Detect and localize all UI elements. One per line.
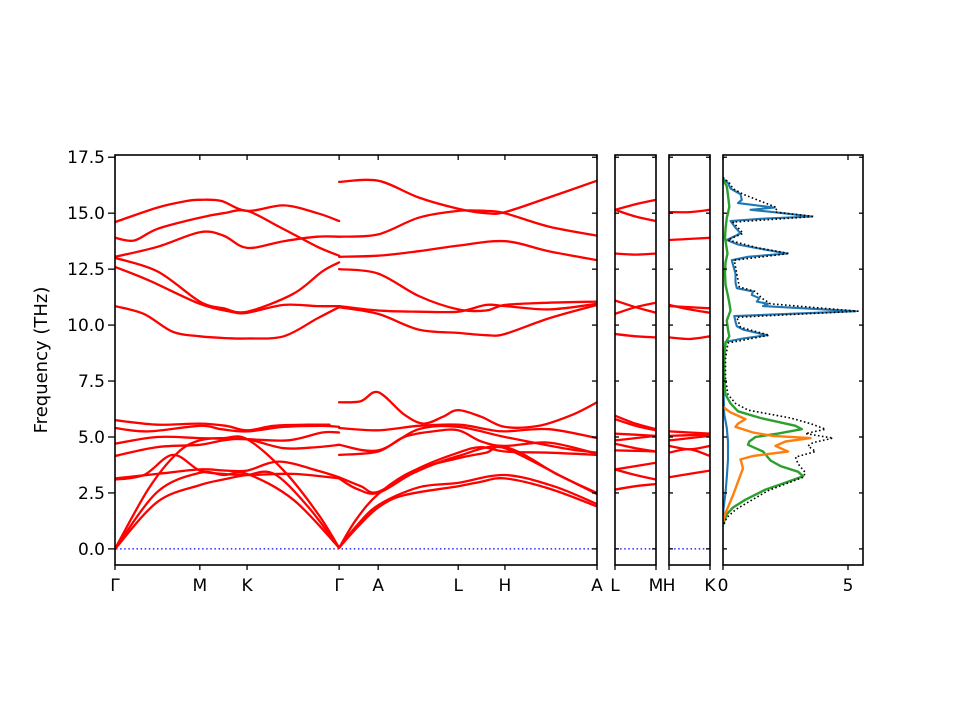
phonon-band: [115, 304, 341, 340]
x-tick-label: H: [663, 576, 676, 596]
x-tick-label: 5: [843, 576, 854, 596]
band-panel-border-lm: [614, 154, 657, 566]
phonon-band: [337, 445, 597, 494]
phonon-band: [115, 265, 341, 315]
total-dos-dotted: [723, 176, 859, 527]
phonon-band: [115, 430, 341, 445]
phonon-band: [615, 417, 656, 432]
phonon-band: [669, 434, 710, 442]
y-tick-label: 0.0: [78, 540, 105, 560]
bands-group-lm: [615, 198, 656, 491]
y-tick-label: 10.0: [67, 316, 105, 336]
x-tick-label: K: [704, 576, 716, 596]
phonon-band: [669, 430, 710, 435]
phonon-band: [115, 437, 341, 458]
phonon-band: [615, 461, 656, 471]
y-tick-label: 17.5: [67, 148, 105, 168]
phonon-band: [669, 208, 710, 214]
y-tick-label: 7.5: [78, 372, 105, 392]
phonon-band: [115, 419, 331, 432]
tick-labels-layer: 0.02.55.07.510.012.515.017.5Γ M K Γ A L H A L M H K…: [67, 148, 853, 596]
x-tick-label: A: [372, 576, 384, 596]
phonon-band: [337, 424, 597, 454]
y-tick-label: 15.0: [67, 204, 105, 224]
phonon-band: [337, 477, 597, 549]
phonon-band: [115, 470, 341, 551]
phonon-band: [337, 209, 597, 238]
phonon-band: [337, 303, 597, 337]
y-tick-label: 5.0: [78, 428, 105, 448]
y-tick-label: 2.5: [78, 484, 105, 504]
phonon-band: [669, 304, 710, 310]
phonon-band: [669, 236, 710, 242]
phonon-band: [115, 435, 341, 551]
x-tick-label: L: [610, 576, 620, 596]
phonon-band: [115, 453, 341, 481]
dos-curves-group: [723, 176, 859, 527]
phonon-band: [669, 448, 710, 458]
dos-panel-border: [722, 154, 864, 566]
phonon-band: [615, 449, 656, 453]
phonon-band: [615, 482, 656, 491]
x-tick-label: Γ: [110, 576, 120, 596]
phonon-band: [337, 473, 597, 549]
curves-layer: [115, 176, 859, 551]
phonon-band: [615, 332, 656, 339]
phonon-band: [615, 252, 656, 256]
phonon-band: [337, 445, 597, 549]
phonon-band: [115, 230, 341, 258]
phonon-band: [337, 178, 597, 215]
phonon-band: [337, 239, 597, 262]
phonon-band: [337, 445, 597, 495]
x-tick-label: K: [241, 576, 253, 596]
phonon-band: [337, 267, 597, 313]
x-tick-label: M: [192, 576, 207, 596]
phonon-band: [615, 434, 656, 442]
band-panel-border-hk: [668, 154, 711, 566]
phonon-band: [337, 423, 597, 440]
x-tick-label: 0: [718, 576, 729, 596]
x-tick-label: L: [453, 576, 463, 596]
x-tick-label: A: [591, 576, 603, 596]
ticks-layer: [108, 155, 863, 570]
projected-dos-green: [723, 179, 805, 525]
phonon-band: [115, 424, 341, 433]
phonon-band: [337, 390, 597, 429]
phonon-band: [669, 469, 710, 479]
band-panel-border-main: [114, 154, 598, 566]
phonon-band: [337, 302, 597, 314]
x-tick-label: M: [649, 576, 664, 596]
y-axis-label: Frequency (THz): [31, 287, 52, 434]
phonon-band: [615, 468, 656, 481]
panel-borders-layer: [114, 154, 864, 566]
phonon-band: [669, 433, 710, 438]
phonon-band: [115, 198, 341, 224]
x-tick-label: Γ: [334, 576, 344, 596]
bands-group-hk: [669, 208, 710, 479]
phonon-band: [615, 414, 656, 431]
phonon-band: [115, 460, 341, 480]
projected-dos-orange: [723, 405, 812, 523]
bands-group-main: [115, 178, 597, 551]
phonon-band: [615, 208, 656, 223]
phonon-band: [615, 198, 656, 211]
y-tick-label: 12.5: [67, 260, 105, 280]
phonon-band: [615, 301, 656, 316]
x-tick-label: H: [499, 576, 512, 596]
phonon-band: [115, 209, 341, 257]
phonon-band: [669, 335, 710, 341]
